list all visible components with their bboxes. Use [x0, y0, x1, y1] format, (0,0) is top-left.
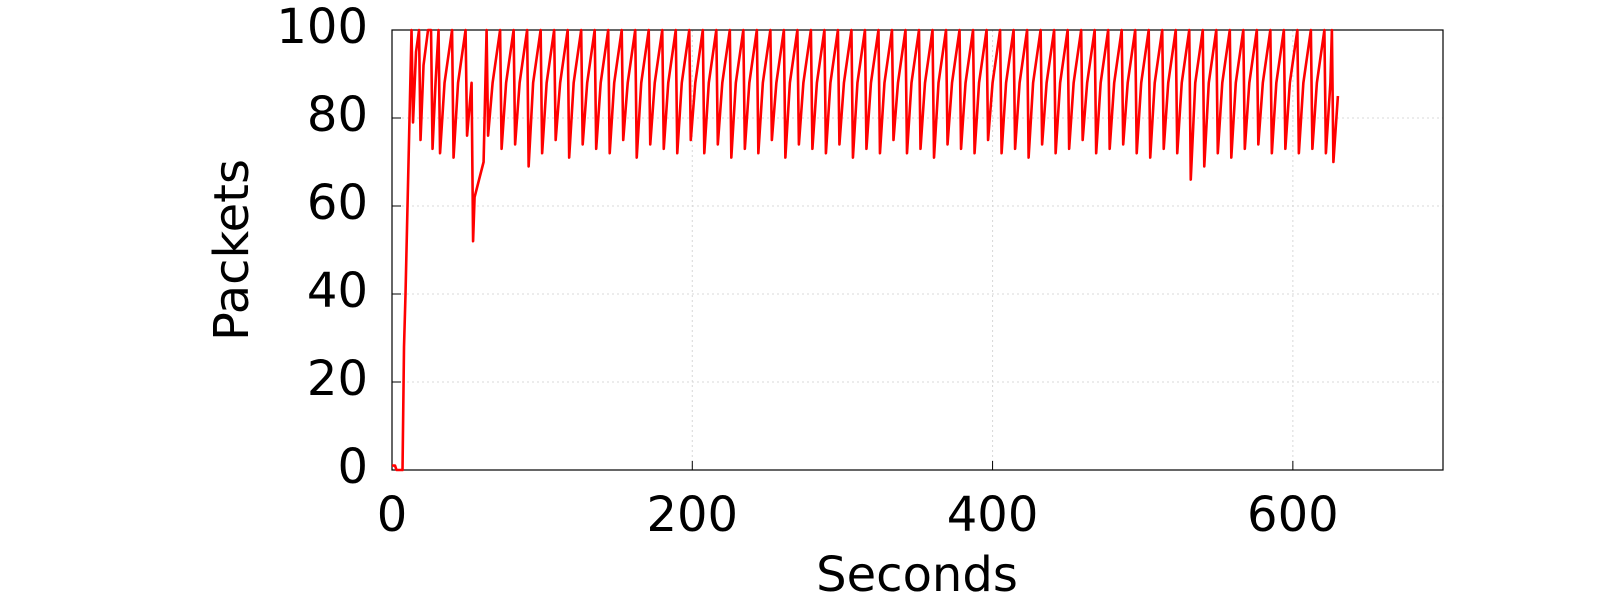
y-tick-label: 60 [307, 175, 368, 231]
x-tick-label: 200 [646, 487, 738, 543]
y-tick-label: 40 [307, 263, 368, 319]
x-axis-label: Seconds [816, 547, 1018, 600]
y-tick-label: 100 [276, 0, 368, 55]
data-line [392, 28, 1340, 472]
y-tick-label: 0 [337, 439, 368, 495]
y-axis-label: Packets [204, 159, 260, 341]
x-tick-label: 600 [1247, 487, 1339, 543]
y-tick-label: 80 [307, 87, 368, 143]
x-tick-label: 400 [947, 487, 1039, 543]
y-tick-label: 20 [307, 351, 368, 407]
x-tick-label: 0 [377, 487, 408, 543]
plot-frame [391, 29, 1444, 471]
